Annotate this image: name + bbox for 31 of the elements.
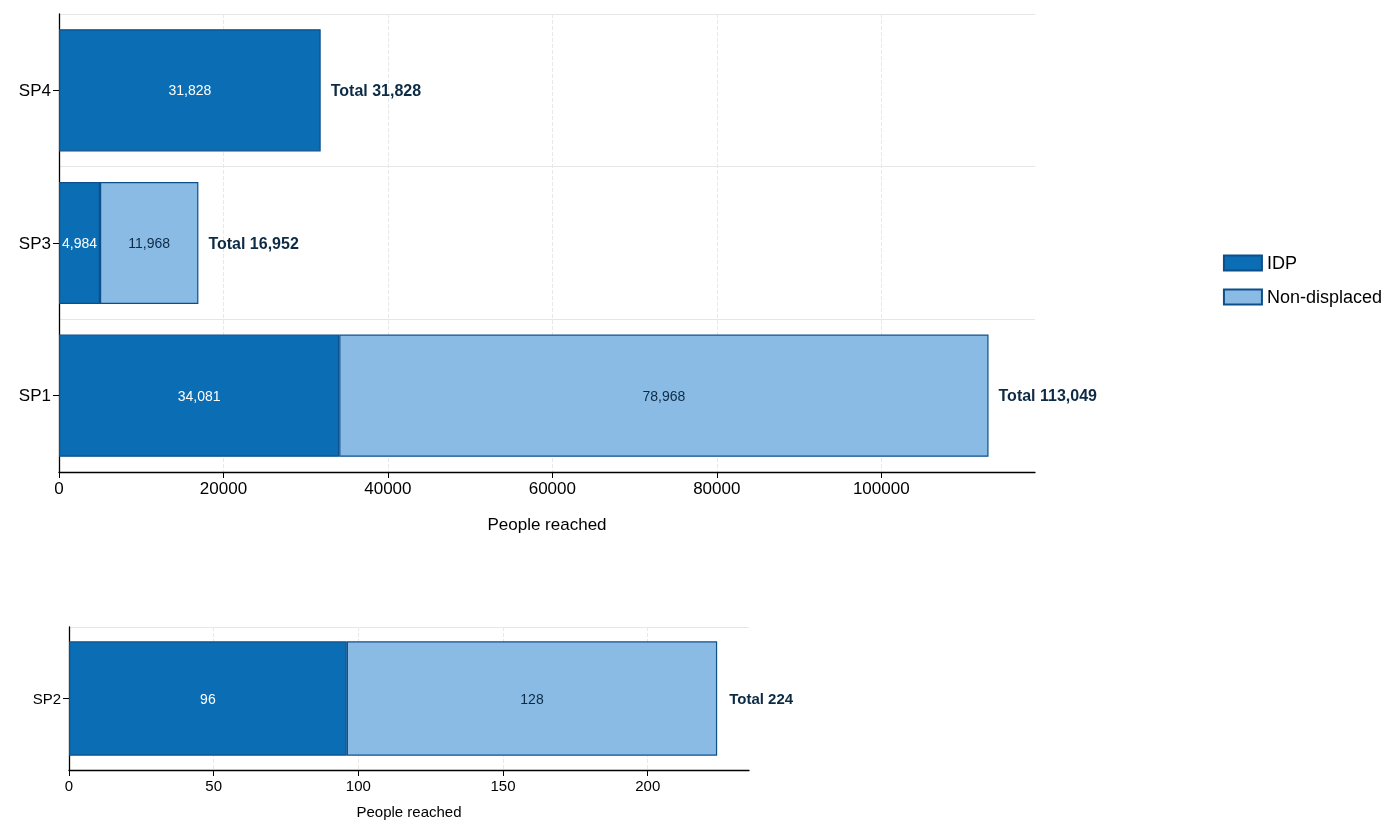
- x-tick-label: 0: [64, 777, 74, 794]
- x-axis-title: People reached: [356, 803, 462, 820]
- total-label: Total 31,828: [330, 81, 422, 99]
- x-tick-label: 100: [345, 777, 371, 794]
- legend-label: IDP: [1266, 253, 1297, 273]
- data-label: 78,968: [642, 387, 686, 404]
- data-label: 31,828: [168, 82, 212, 99]
- y-tick-label: SP4: [18, 80, 51, 100]
- y-tick-label: SP1: [18, 386, 51, 406]
- y-tick-label: SP3: [18, 233, 51, 253]
- data-label: 11,968: [128, 235, 171, 251]
- x-tick-label: 50: [205, 777, 223, 794]
- x-tick-label: 100000: [852, 479, 910, 498]
- total-label: Total 113,049: [998, 387, 1098, 405]
- data-label: 96: [200, 690, 216, 707]
- x-tick-label: 80000: [693, 479, 741, 498]
- data-label: 34,081: [177, 387, 221, 404]
- x-axis-title: People reached: [487, 515, 607, 534]
- x-tick-label: 20000: [199, 479, 248, 498]
- x-tick-label: 200: [635, 777, 661, 794]
- x-tick-label: 40000: [364, 479, 412, 498]
- total-label: Total 16,952: [208, 234, 299, 252]
- x-tick-label: 150: [490, 777, 516, 794]
- data-label: 128: [520, 690, 544, 707]
- x-tick-label: 60000: [528, 479, 576, 498]
- legend-label: Non-displaced: [1266, 287, 1383, 307]
- data-label: 4,984: [61, 235, 98, 251]
- y-tick-label: SP2: [32, 690, 61, 707]
- bar: [59, 29, 321, 152]
- x-tick-label: 0: [54, 479, 64, 498]
- total-label: Total 224: [729, 690, 794, 707]
